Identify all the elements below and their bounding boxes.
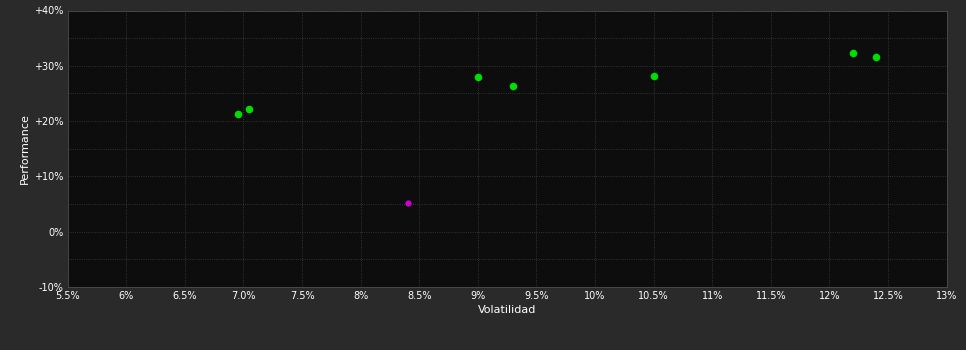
Point	[230, 111, 245, 117]
Point	[505, 83, 521, 89]
Point	[400, 200, 415, 206]
Y-axis label: Performance: Performance	[19, 113, 30, 184]
Point	[868, 54, 884, 60]
X-axis label: Volatilidad: Volatilidad	[478, 305, 536, 315]
Point	[845, 50, 861, 56]
Point	[242, 106, 257, 112]
Point	[646, 74, 662, 79]
Point	[470, 74, 486, 80]
